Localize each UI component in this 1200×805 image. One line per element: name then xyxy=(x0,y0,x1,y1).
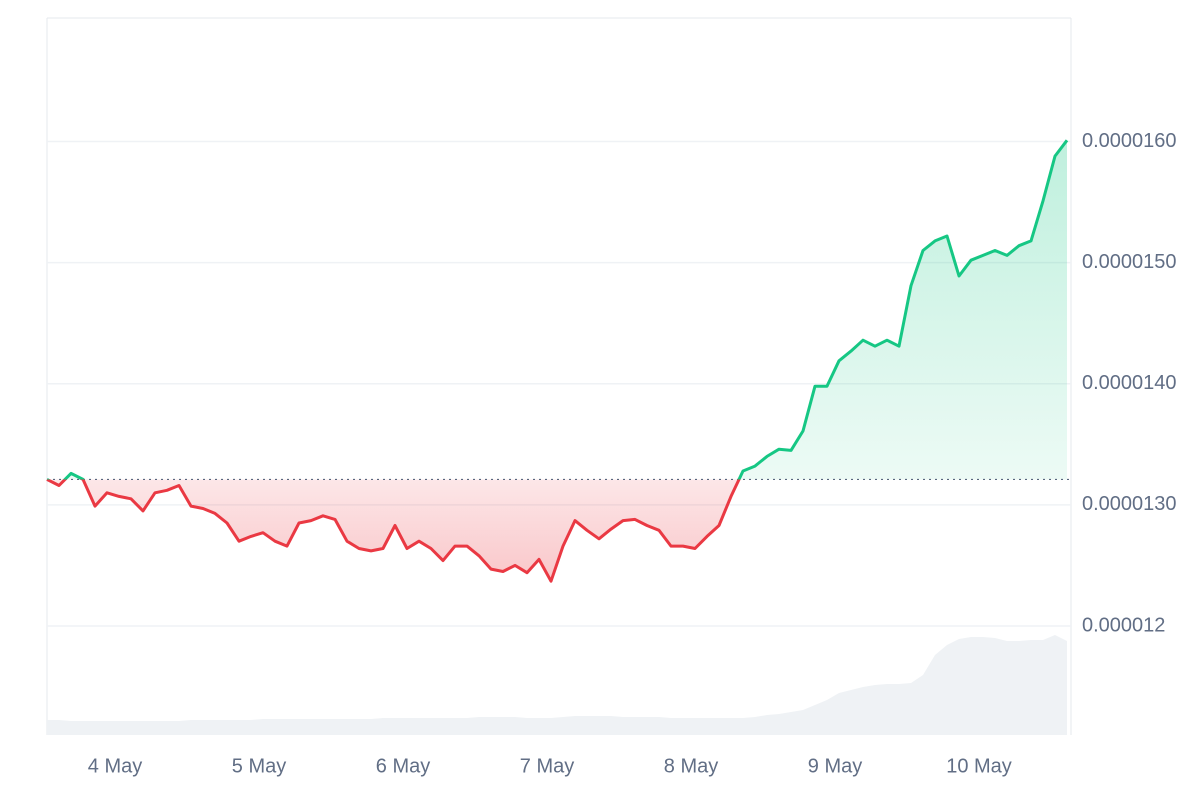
plot: 0.000012 0.0000130 0.0000140 0.0000150 0.000… xyxy=(46,17,1177,777)
x-tick-label: 7 May xyxy=(520,755,574,777)
volume-area xyxy=(47,635,1067,735)
area-down xyxy=(47,479,1067,582)
x-tick-label: 4 May xyxy=(88,755,142,777)
area-up xyxy=(47,140,1067,480)
x-tick-label: 5 May xyxy=(232,755,286,777)
price-line-up xyxy=(46,139,1069,480)
y-tick-label: 0.0000160 xyxy=(1082,130,1177,152)
price-line-down xyxy=(46,479,741,583)
x-tick-label: 10 May xyxy=(946,755,1012,777)
x-tick-label: 6 May xyxy=(376,755,430,777)
y-tick-label: 0.0000130 xyxy=(1082,493,1177,515)
y-tick-label: 0.000012 xyxy=(1082,614,1165,636)
y-tick-label: 0.0000140 xyxy=(1082,372,1177,394)
x-tick-label: 9 May xyxy=(808,755,862,777)
y-tick-label: 0.0000150 xyxy=(1082,251,1177,273)
x-tick-label: 8 May xyxy=(664,755,718,777)
